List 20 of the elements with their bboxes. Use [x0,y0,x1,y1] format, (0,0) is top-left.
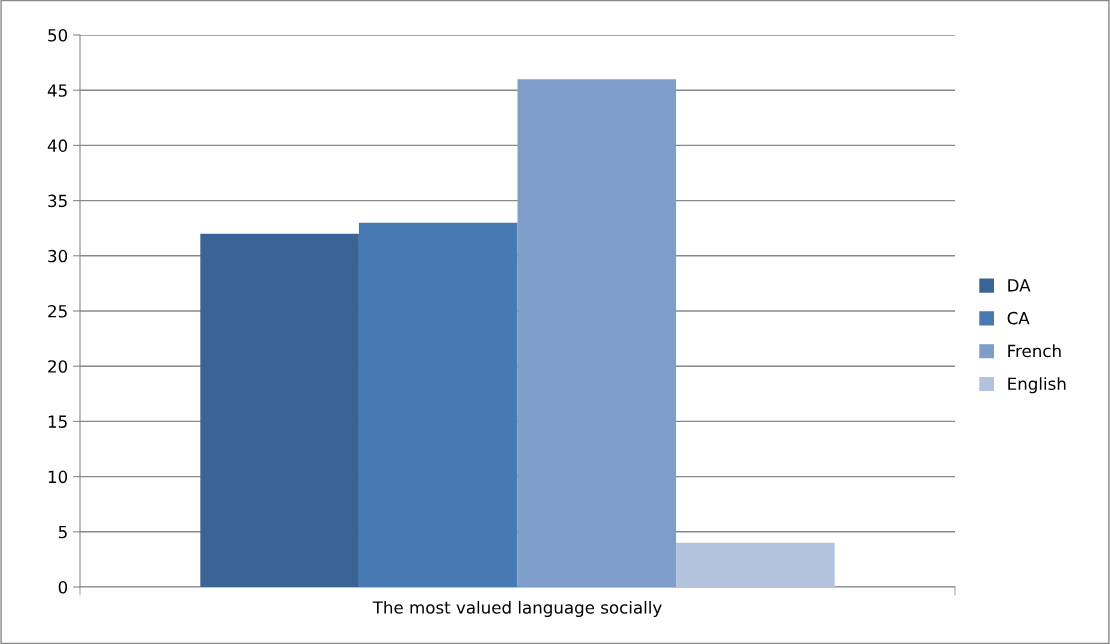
bar [200,233,359,587]
y-tick-label: 40 [47,139,68,152]
bar [358,222,518,587]
bar [517,79,677,587]
bar [676,542,835,587]
legend-label: English [1008,377,1066,394]
y-tick-label: 45 [47,84,67,97]
y-tick-label: 0 [58,580,68,594]
legend-label: French [1008,344,1061,358]
legend-label: DA [1008,279,1031,292]
y-tick-label: 35 [48,194,67,208]
y-tick-label: 20 [48,360,68,373]
y-tick-label: 10 [48,470,68,484]
x-tick-label: The most valued language socially [372,600,662,618]
legend-label: CA [1007,311,1030,325]
y-tick-label: 30 [48,249,68,263]
y-tick-label: 50 [48,28,68,42]
y-tick-label: 15 [48,415,67,428]
y-tick-label: 25 [48,304,67,318]
y-tick-label: 5 [58,525,67,539]
